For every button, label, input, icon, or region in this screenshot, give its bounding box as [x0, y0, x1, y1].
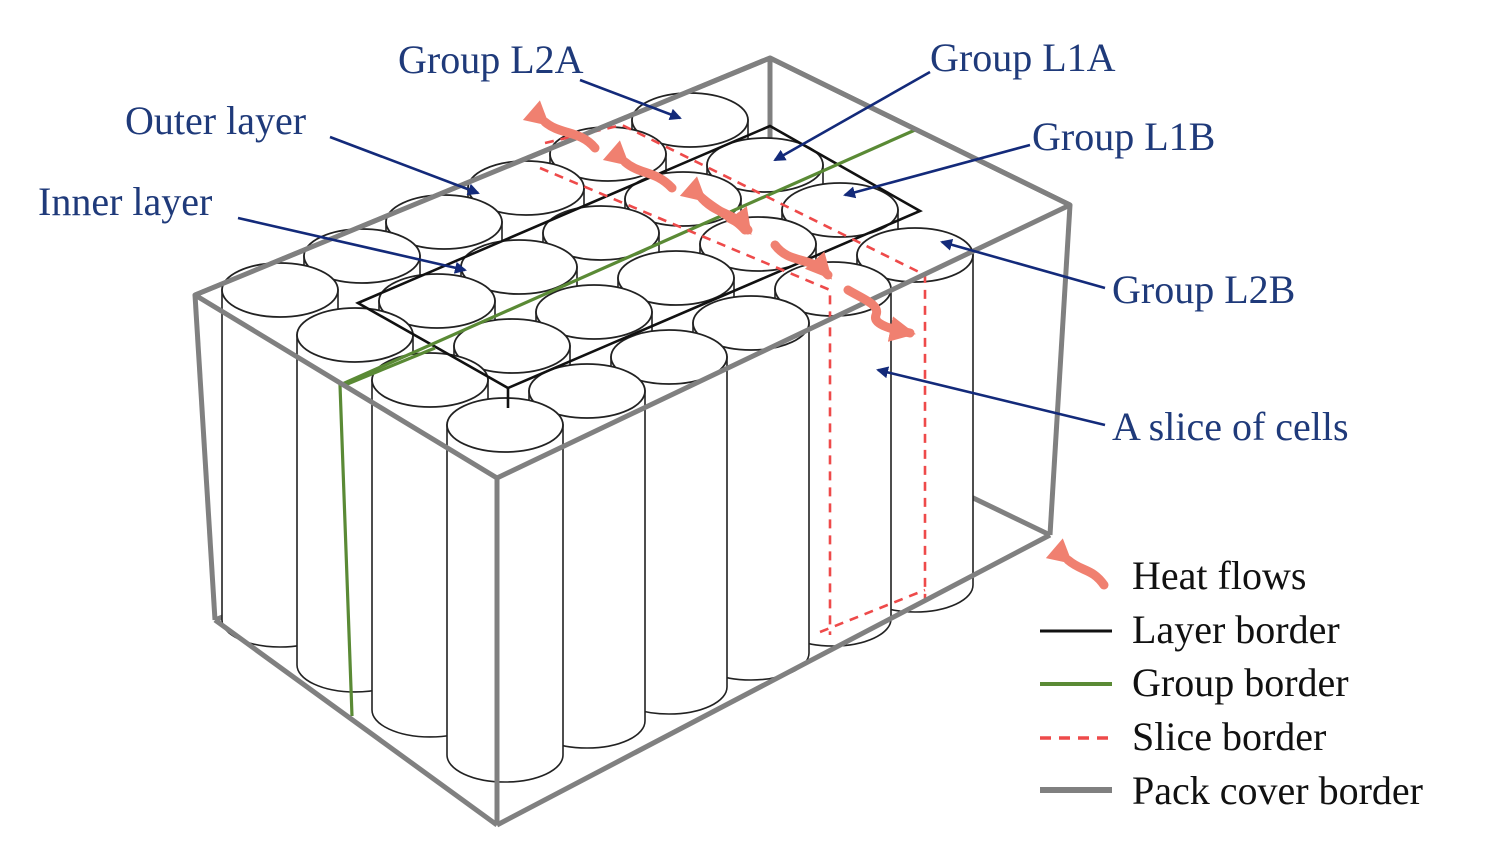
cell-top — [371, 352, 489, 408]
cell-top — [453, 318, 571, 374]
cell-top — [378, 273, 496, 329]
legend-slice-border: Slice border — [1132, 714, 1326, 759]
legend-heat-flow-swatch — [1045, 538, 1109, 590]
heat-flow-arrow — [695, 191, 753, 235]
cell-top — [781, 182, 899, 238]
label-group-l1b: Group L1B — [1032, 114, 1215, 159]
cell-top — [535, 284, 653, 340]
callout-arrow-inner — [237, 216, 467, 274]
legend-heat-flows: Heat flows — [1132, 553, 1306, 598]
heat-flow-arrows — [522, 100, 916, 342]
callout-arrow-l1a — [773, 70, 931, 162]
label-inner-layer: Inner layer — [38, 179, 212, 224]
callout-arrow-outer — [329, 135, 480, 196]
heat-flow-arrow — [602, 140, 677, 193]
cell-top — [610, 329, 728, 385]
callout-arrow-l1b — [843, 143, 1031, 199]
cell-top — [542, 205, 660, 261]
layer-border-lines — [355, 124, 923, 408]
label-group-l2a: Group L2A — [398, 37, 584, 82]
cell-top — [692, 295, 810, 351]
heat-flow-arrow — [770, 240, 833, 280]
label-slice-of-cells: A slice of cells — [1112, 404, 1349, 449]
cell-top — [617, 250, 735, 306]
battery-cells — [221, 92, 974, 783]
cell-body — [446, 424, 564, 783]
battery-cell — [446, 397, 564, 783]
label-outer-layer: Outer layer — [125, 98, 306, 143]
cell-top — [528, 363, 646, 419]
cell-top — [706, 137, 824, 193]
label-group-l1a: Group L1A — [930, 35, 1116, 80]
legend-layer-border: Layer border — [1132, 607, 1340, 652]
callout-arrow-l2a — [579, 78, 682, 121]
callout-arrow-slice — [876, 366, 1106, 427]
heat-flow-arrow — [522, 100, 600, 153]
cell-top — [221, 262, 339, 318]
heat-flow-arrow — [843, 285, 916, 342]
legend: Heat flows Layer border Group border Sli… — [1040, 538, 1423, 813]
callout-arrow-l2b — [940, 238, 1106, 290]
cell-top — [303, 228, 421, 284]
cell-top — [296, 307, 414, 363]
cell-top — [446, 397, 564, 453]
legend-pack-cover-border: Pack cover border — [1132, 768, 1423, 813]
label-group-l2b: Group L2B — [1112, 267, 1295, 312]
legend-group-border: Group border — [1132, 660, 1349, 705]
callout-arrows — [237, 70, 1106, 427]
